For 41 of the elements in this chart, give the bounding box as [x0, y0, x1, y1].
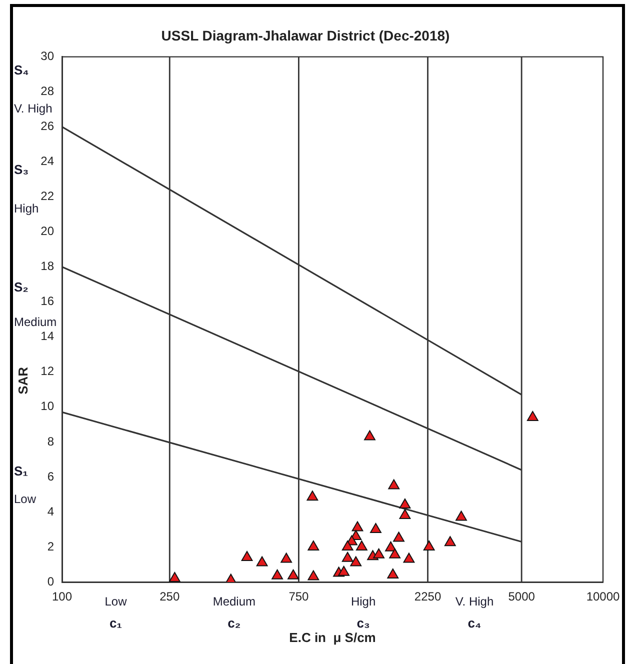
text: c₂ — [228, 616, 241, 631]
x-axis-title: E.C in μ S/cm — [289, 630, 376, 645]
y-tick-label: 16 — [40, 294, 54, 308]
x-tick-label: 100 — [52, 590, 72, 604]
x-tick-label: 5000 — [508, 590, 536, 604]
text: Medium — [212, 594, 256, 608]
y-tick-label: 6 — [47, 469, 54, 484]
x-tick-label: 2250 — [414, 590, 442, 604]
text: S₂ — [14, 279, 29, 294]
text: Low — [14, 492, 36, 506]
x-tick-label: 250 — [160, 590, 180, 604]
y-tick-label: 4 — [47, 504, 54, 518]
text: Low — [104, 594, 128, 608]
text: Medium — [14, 315, 57, 330]
y-tick-label: 14 — [40, 329, 54, 344]
y-axis-title: SAR — [16, 366, 31, 394]
x-tick-label: 10000 — [586, 590, 620, 604]
text: High — [14, 201, 39, 216]
y-tick-label: 18 — [40, 259, 54, 274]
y-tick-label: 28 — [40, 84, 54, 98]
text: c₃ — [356, 616, 370, 631]
text: S₃ — [14, 162, 29, 178]
y-tick-label: 26 — [40, 119, 54, 134]
y-tick-label: 24 — [40, 154, 54, 168]
text: High — [350, 594, 376, 608]
text: S₄ — [14, 62, 29, 78]
y-tick-label: 22 — [40, 189, 54, 204]
x-tick-label: 750 — [288, 590, 310, 604]
y-tick-label: 20 — [40, 224, 54, 238]
chart-title: USSL Diagram-Jhalawar District (Dec-2018) — [161, 27, 450, 44]
text: c₁ — [109, 616, 122, 631]
text: V. High — [455, 594, 494, 608]
text: S₁ — [14, 463, 28, 478]
y-tick-label: 12 — [40, 364, 54, 378]
text: c₄ — [468, 616, 482, 631]
y-tick-label: 30 — [40, 49, 54, 64]
y-tick-label: 10 — [40, 399, 54, 414]
y-tick-label: 8 — [47, 434, 54, 448]
text: V. High — [14, 102, 52, 116]
y-tick-label: 0 — [47, 574, 54, 588]
y-tick-label: 2 — [47, 539, 54, 554]
